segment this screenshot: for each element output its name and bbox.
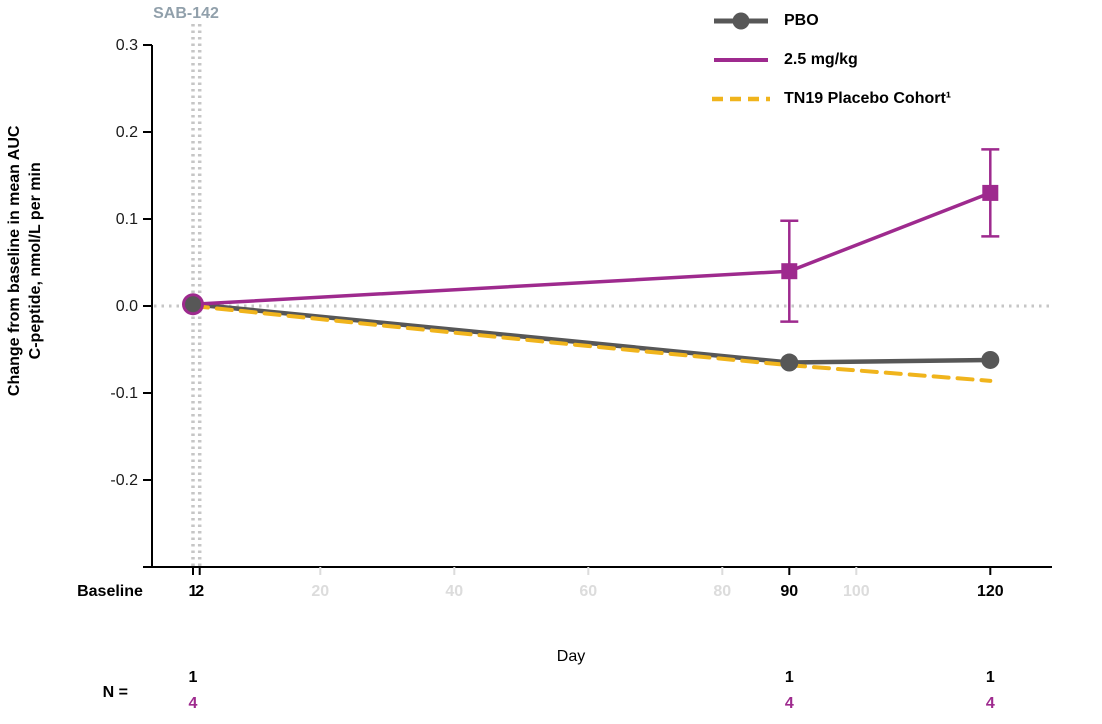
svg-text:2: 2 (195, 583, 204, 600)
svg-text:40: 40 (445, 583, 463, 600)
svg-text:1: 1 (189, 669, 198, 686)
legend: PBO 2.5 mg/kg TN19 Placebo Cohort¹ (712, 10, 951, 110)
svg-text:0.1: 0.1 (116, 211, 138, 228)
y-axis-title-line2: C-peptide, nmol/L per min (27, 162, 44, 360)
legend-label-pbo: PBO (784, 12, 819, 29)
svg-text:Day: Day (557, 648, 585, 665)
tn19-dashed-swatch-icon (712, 96, 770, 102)
y-axis-title: Change from baseline in mean AUC C-pepti… (5, 0, 47, 541)
legend-item-pbo: PBO (712, 10, 951, 32)
svg-text:0.0: 0.0 (116, 298, 138, 315)
svg-text:20: 20 (311, 583, 329, 600)
svg-text:100: 100 (843, 583, 870, 600)
svg-text:N =: N = (103, 684, 128, 701)
svg-text:-0.1: -0.1 (110, 385, 138, 402)
svg-text:0.3: 0.3 (116, 37, 138, 54)
svg-text:1: 1 (785, 669, 794, 686)
legend-label-dose: 2.5 mg/kg (784, 51, 858, 68)
svg-text:-0.2: -0.2 (110, 472, 138, 489)
svg-text:0.2: 0.2 (116, 124, 138, 141)
svg-text:60: 60 (579, 583, 597, 600)
svg-text:4: 4 (785, 695, 794, 712)
svg-text:90: 90 (780, 583, 798, 600)
svg-text:4: 4 (189, 695, 198, 712)
svg-text:120: 120 (977, 583, 1004, 600)
svg-text:80: 80 (713, 583, 731, 600)
legend-label-tn19: TN19 Placebo Cohort¹ (784, 90, 952, 107)
svg-text:4: 4 (986, 695, 995, 712)
svg-text:Baseline: Baseline (77, 583, 143, 600)
legend-item-dose: 2.5 mg/kg (712, 49, 951, 71)
svg-text:1: 1 (189, 583, 198, 600)
pbo-line-swatch-icon (714, 12, 768, 30)
svg-text:SAB-142: SAB-142 (153, 5, 219, 22)
svg-text:1: 1 (986, 669, 995, 686)
dose-line-swatch-icon (714, 58, 768, 62)
legend-item-tn19: TN19 Placebo Cohort¹ (712, 88, 951, 110)
y-axis-title-line1: Change from baseline in mean AUC (6, 125, 24, 397)
